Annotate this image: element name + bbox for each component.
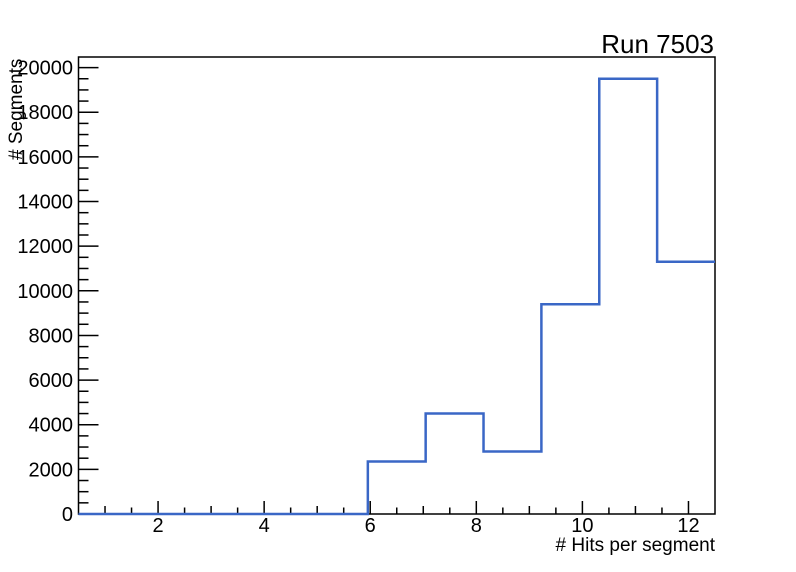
y-tick-label: 8000 bbox=[29, 325, 74, 347]
y-axis-tick-labels: 0 2000 4000 6000 8000 10000 12000 14000 16000 180… bbox=[17, 58, 73, 526]
y-tick-label: 16000 bbox=[17, 147, 73, 169]
y-tick-label: 2000 bbox=[29, 459, 74, 481]
y-tick-label: 4000 bbox=[29, 415, 74, 437]
y-axis-title: # Segments bbox=[6, 58, 27, 160]
x-tick-label: 4 bbox=[259, 515, 270, 537]
histogram-line bbox=[78, 77, 715, 516]
y-tick-label: 12000 bbox=[17, 236, 73, 258]
y-tick-label: 18000 bbox=[17, 102, 73, 124]
y-tick-label: 6000 bbox=[29, 370, 74, 392]
x-tick-label: 2 bbox=[153, 515, 164, 537]
plot-frame bbox=[77, 56, 716, 515]
x-axis-ticks bbox=[104, 501, 690, 514]
x-tick-label: 8 bbox=[471, 515, 482, 537]
x-tick-label: 10 bbox=[571, 515, 593, 537]
x-tick-label: 12 bbox=[677, 515, 699, 537]
y-tick-label: 14000 bbox=[17, 192, 73, 214]
y-tick-label: 20000 bbox=[17, 58, 73, 80]
x-tick-label: 6 bbox=[365, 515, 376, 537]
x-axis-tick-labels: 2 4 6 8 10 12 bbox=[153, 515, 700, 537]
y-tick-label: 10000 bbox=[17, 281, 73, 303]
x-axis-title: # Hits per segment bbox=[555, 535, 715, 556]
chart-title: Run 7503 bbox=[601, 29, 714, 59]
y-axis-ticks bbox=[78, 66, 99, 515]
y-tick-label: 0 bbox=[62, 504, 73, 526]
